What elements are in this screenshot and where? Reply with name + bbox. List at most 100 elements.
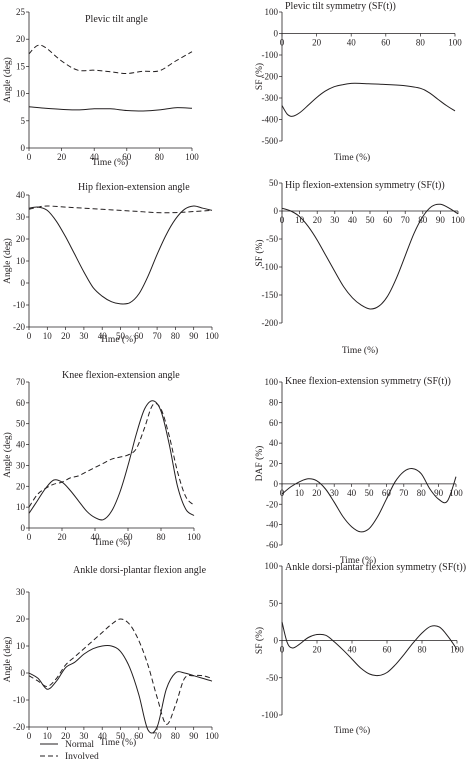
x-tick-label: 0	[280, 645, 285, 655]
y-axis-label: SF (%)	[254, 63, 265, 90]
x-axis-label: Time (%)	[340, 555, 376, 566]
x-tick-label: 80	[416, 38, 426, 48]
y-tick-label: 0	[21, 143, 26, 153]
y-tick-label: 0	[274, 29, 279, 39]
series-line-solid	[28, 205, 213, 305]
y-tick-label: -20	[13, 722, 25, 732]
y-tick-label: 40	[269, 438, 279, 448]
chart-pelvic-tilt-angle: 0 5 10 15 20 25 0 20 40 60 80 100 Plevic tilt angle T…	[2, 7, 199, 168]
x-tick-label: 80	[157, 532, 167, 542]
series-line-solid	[281, 82, 456, 117]
x-tick-label: 100	[187, 532, 201, 542]
series-line-solid	[28, 106, 193, 112]
x-tick-label: 0	[280, 488, 285, 498]
x-tick-label: 0	[27, 331, 32, 341]
series-line-dashed	[28, 44, 193, 75]
y-tick-label: 0	[274, 206, 279, 216]
y-axis-label: SF (%)	[254, 627, 265, 654]
y-tick-label: 30	[16, 212, 26, 222]
x-axis-label: Time (%)	[92, 157, 128, 168]
x-tick-label: 60	[383, 645, 393, 655]
x-tick-label: 80	[418, 645, 428, 655]
x-tick-label: 60	[124, 532, 134, 542]
y-tick-label: 80	[269, 397, 279, 407]
y-tick-label: 10	[16, 89, 26, 99]
x-tick-label: 10	[295, 488, 305, 498]
y-tick-label: 20	[16, 34, 26, 44]
chart-title: Hip flexion-extension angle	[78, 182, 190, 193]
x-tick-label: 40	[98, 331, 108, 341]
y-axis-label: Angle (deg)	[2, 432, 13, 478]
x-tick-label: 30	[79, 331, 89, 341]
x-axis-label: Time (%)	[334, 152, 370, 163]
x-tick-label: 20	[312, 488, 322, 498]
y-tick-label: 20	[16, 481, 26, 491]
x-tick-label: 0	[27, 152, 32, 162]
x-tick-label: 70	[401, 215, 411, 225]
x-tick-label: 60	[122, 152, 132, 162]
y-tick-label: -10	[13, 300, 25, 310]
y-tick-label: 50	[269, 598, 279, 608]
x-axis-label: Time (%)	[94, 537, 130, 548]
y-tick-label: 25	[16, 7, 26, 17]
x-tick-label: 20	[312, 38, 322, 48]
y-tick-label: 20	[16, 234, 26, 244]
x-tick-label: 50	[116, 731, 126, 741]
chart-title: Knee flexion-extension angle	[62, 370, 180, 381]
x-tick-label: 70	[399, 488, 409, 498]
series-line-solid	[281, 468, 457, 533]
y-tick-label: 100	[265, 377, 279, 387]
x-tick-label: 20	[57, 152, 67, 162]
x-tick-label: 100	[449, 488, 463, 498]
series-line-solid	[28, 644, 213, 734]
y-tick-label: -50	[266, 673, 278, 683]
x-tick-label: 10	[295, 215, 305, 225]
y-tick-label: 0	[21, 278, 26, 288]
y-tick-label: -40	[266, 520, 278, 530]
x-tick-label: 80	[171, 731, 181, 741]
x-tick-label: 60	[381, 38, 391, 48]
x-tick-label: 30	[79, 731, 89, 741]
y-axis-label: Angle (deg)	[2, 637, 13, 683]
x-tick-label: 70	[153, 731, 163, 741]
x-axis-label: Time (%)	[334, 725, 370, 736]
x-tick-label: 40	[91, 532, 101, 542]
x-tick-label: 0	[27, 731, 32, 741]
y-tick-label: 10	[16, 641, 26, 651]
y-tick-label: -200	[262, 72, 279, 82]
y-tick-label: 20	[269, 459, 279, 469]
x-tick-label: 10	[43, 331, 53, 341]
y-tick-label: -150	[262, 290, 279, 300]
y-tick-label: -500	[262, 136, 279, 146]
x-tick-label: 60	[134, 731, 144, 741]
chart-title: Plevic tilt symmetry (SF(t))	[285, 1, 396, 12]
y-tick-label: 20	[16, 614, 26, 624]
y-tick-label: 70	[16, 377, 26, 387]
y-tick-label: 60	[269, 418, 279, 428]
y-tick-label: -400	[262, 115, 279, 125]
y-tick-label: 10	[16, 256, 26, 266]
x-tick-label: 70	[153, 331, 163, 341]
x-tick-label: 60	[382, 488, 392, 498]
y-tick-label: -100	[262, 710, 279, 720]
x-tick-label: 100	[205, 331, 219, 341]
x-tick-label: 50	[366, 215, 376, 225]
x-tick-label: 40	[90, 152, 100, 162]
x-tick-label: 100	[448, 38, 462, 48]
series-line-solid	[281, 621, 458, 677]
y-tick-label: -60	[266, 540, 278, 550]
y-tick-label: 40	[16, 190, 26, 200]
x-tick-label: 90	[436, 215, 446, 225]
series-line-dashed	[28, 205, 213, 214]
y-tick-label: 40	[16, 440, 26, 450]
legend-label-involved: Involved	[65, 752, 99, 762]
chart-title: Hip flexion-extension symmetry (SF(t))	[285, 180, 445, 191]
x-tick-label: 60	[383, 215, 393, 225]
legend: Normal Involved	[40, 740, 99, 762]
x-tick-label: 100	[451, 215, 465, 225]
